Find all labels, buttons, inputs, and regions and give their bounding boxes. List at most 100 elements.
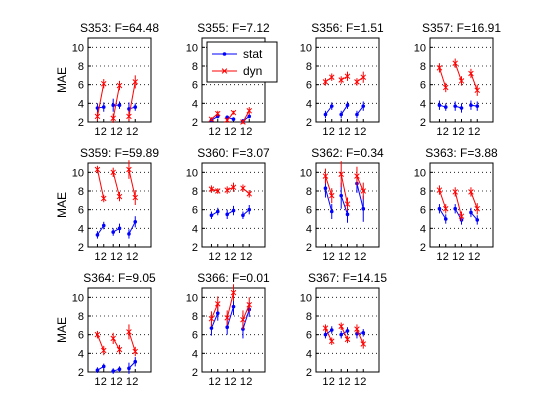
stat-point xyxy=(111,230,115,234)
y-tick-label: 10 xyxy=(414,42,426,54)
y-tick-label: 8 xyxy=(420,186,426,198)
x-tick-label: 2 xyxy=(443,126,449,138)
dyn-line xyxy=(356,175,364,192)
dyn-line xyxy=(96,169,105,199)
y-tick-label: 6 xyxy=(420,205,426,217)
stat-point xyxy=(453,104,458,108)
x-tick-label: 1 xyxy=(94,376,100,388)
x-tick-label: 2 xyxy=(246,126,252,138)
y-tick-label: 8 xyxy=(306,186,312,198)
dyn-line xyxy=(96,334,105,351)
dyn-line xyxy=(324,327,333,342)
x-tick-label: 1 xyxy=(322,251,328,263)
dyn-point xyxy=(110,335,116,342)
stat-point xyxy=(453,206,458,211)
x-tick-label: 1 xyxy=(224,126,230,138)
y-tick-label: 10 xyxy=(72,167,84,179)
x-tick-label: 1 xyxy=(354,251,360,263)
y-tick-label: 8 xyxy=(306,311,312,323)
x-tick-label: 2 xyxy=(344,251,350,263)
stat-point xyxy=(437,206,442,211)
x-tick-label: 1 xyxy=(110,126,116,138)
x-tick-label: 2 xyxy=(101,126,107,138)
dyn-point xyxy=(116,82,123,89)
dyn-point xyxy=(322,325,329,331)
dyn-point xyxy=(344,73,351,80)
x-tick-label: 1 xyxy=(322,126,328,138)
dyn-point xyxy=(360,74,367,80)
x-tick-label: 2 xyxy=(246,251,252,263)
legend-marker xyxy=(222,52,227,56)
dyn-line xyxy=(470,191,478,209)
panel-title: S362: F=0.34 xyxy=(311,146,384,160)
x-tick-label: 2 xyxy=(116,126,122,138)
dyn-point xyxy=(208,186,215,192)
dyn-line xyxy=(128,331,136,352)
y-tick-label: 2 xyxy=(192,367,198,379)
stat-point xyxy=(117,367,122,372)
dyn-line xyxy=(470,73,478,91)
dyn-line xyxy=(112,172,120,197)
stat-point xyxy=(101,364,106,369)
stat-point xyxy=(117,103,122,107)
y-tick-label: 2 xyxy=(306,242,312,254)
dyn-line xyxy=(454,191,462,217)
stat-line xyxy=(128,221,136,235)
dyn-line xyxy=(210,303,219,319)
x-tick-label: 1 xyxy=(338,376,344,388)
x-tick-label: 2 xyxy=(230,251,236,263)
stat-point xyxy=(443,105,448,109)
dyn-point xyxy=(116,346,123,353)
y-tick-label: 2 xyxy=(306,367,312,379)
stat-point xyxy=(209,213,214,218)
stat-point xyxy=(247,207,252,212)
legend-box xyxy=(206,41,278,83)
x-tick-label: 2 xyxy=(458,126,464,138)
y-tick-label: 8 xyxy=(78,311,84,323)
stat-point xyxy=(111,103,115,107)
y-tick-label: 4 xyxy=(420,223,426,235)
stat-point xyxy=(117,226,122,231)
x-tick-label: 2 xyxy=(329,376,335,388)
dyn-point xyxy=(328,192,335,199)
y-tick-label: 6 xyxy=(192,205,198,217)
y-axis-label: MAE xyxy=(55,317,69,343)
y-tick-label: 6 xyxy=(306,330,312,342)
dyn-line xyxy=(242,304,250,320)
stat-point xyxy=(215,311,220,316)
y-tick-label: 8 xyxy=(78,186,84,198)
x-tick-label: 2 xyxy=(474,126,480,138)
x-tick-label: 1 xyxy=(240,251,246,263)
x-tick-label: 2 xyxy=(215,126,221,138)
y-tick-label: 10 xyxy=(72,292,84,304)
stat-point xyxy=(241,327,245,331)
dyn-point xyxy=(94,166,101,173)
x-tick-label: 1 xyxy=(110,251,116,263)
stat-point xyxy=(231,117,236,121)
x-tick-label: 1 xyxy=(208,126,214,138)
x-tick-label: 2 xyxy=(101,251,107,263)
dyn-point xyxy=(474,205,481,212)
x-tick-label: 1 xyxy=(436,251,442,263)
x-tick-label: 2 xyxy=(474,251,480,263)
dyn-point xyxy=(468,70,474,77)
y-tick-label: 8 xyxy=(192,311,198,323)
stat-point xyxy=(133,220,138,224)
x-tick-label: 1 xyxy=(436,126,442,138)
dyn-point xyxy=(94,113,101,120)
dyn-point xyxy=(132,348,139,355)
stat-line xyxy=(439,208,447,220)
y-tick-label: 6 xyxy=(78,330,84,342)
stat-line xyxy=(242,309,250,330)
stat-point xyxy=(475,104,480,108)
y-tick-label: 8 xyxy=(306,61,312,73)
y-tick-label: 2 xyxy=(78,242,84,254)
dyn-point xyxy=(338,323,344,330)
stat-point xyxy=(133,105,138,109)
